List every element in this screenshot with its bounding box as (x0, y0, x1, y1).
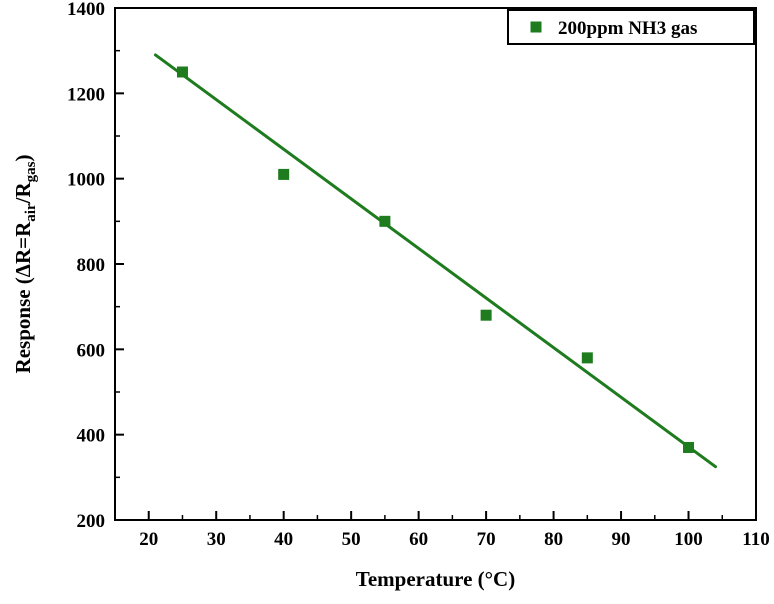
x-tick-label: 110 (742, 529, 769, 550)
data-point (379, 215, 391, 227)
y-tick-label: 1000 (67, 170, 105, 191)
plot-frame (114, 7, 757, 521)
y-tick-label: 400 (77, 426, 106, 447)
data-point (581, 352, 593, 364)
x-tick-label: 60 (409, 529, 428, 550)
x-tick-label: 20 (139, 529, 158, 550)
y-axis-label: Response (ΔR=Rair/Rgas) (11, 155, 39, 374)
legend-label: 200ppm NH3 gas (558, 18, 697, 39)
x-tick-label: 90 (612, 529, 631, 550)
x-tick-label: 80 (544, 529, 563, 550)
y-tick-label: 600 (77, 340, 106, 361)
data-point (683, 441, 695, 453)
y-tick-label: 200 (77, 511, 106, 532)
y-tick-label: 1200 (67, 84, 105, 105)
x-tick-label: 100 (674, 529, 703, 550)
legend-box (507, 9, 755, 45)
x-tick-label: 40 (274, 529, 293, 550)
x-axis-label: Temperature (°C) (356, 567, 515, 591)
legend-marker-square (530, 21, 542, 33)
x-tick-label: 30 (207, 529, 226, 550)
x-tick-label: 50 (342, 529, 361, 550)
y-tick-label: 800 (77, 255, 106, 276)
data-point (278, 168, 290, 180)
y-tick-label: 1400 (67, 0, 105, 20)
fit-line (153, 53, 718, 469)
x-tick-label: 70 (477, 529, 496, 550)
data-point (176, 66, 188, 78)
data-point (480, 309, 492, 321)
